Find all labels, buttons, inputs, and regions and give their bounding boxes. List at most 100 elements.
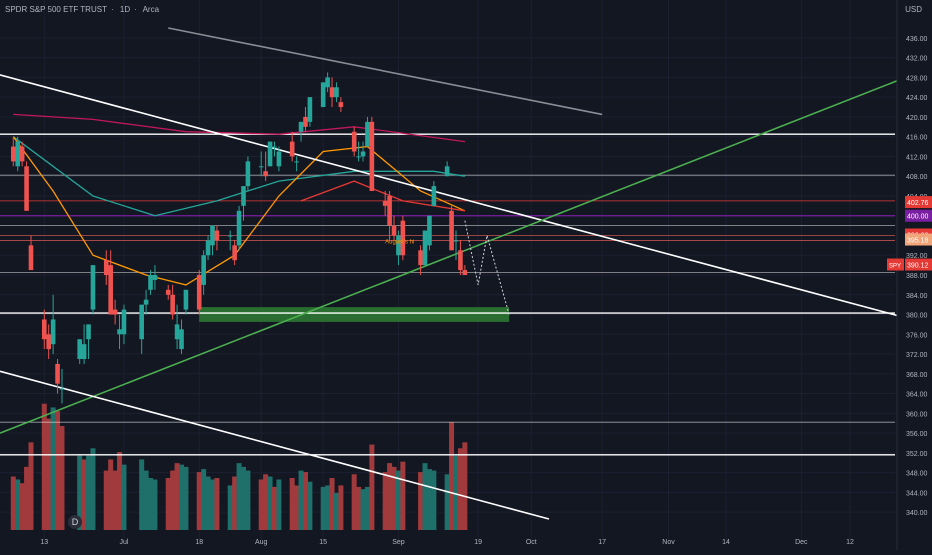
volume-bar (143, 470, 149, 530)
price-badge[interactable] (905, 233, 932, 246)
volume-bar (81, 459, 87, 530)
candle-body (103, 260, 109, 275)
volume-bar (227, 485, 233, 530)
candle-body (86, 324, 91, 340)
candle-body (444, 166, 450, 177)
price-badge-label: 402.76 (907, 200, 929, 207)
trendline[interactable] (0, 370, 550, 520)
volume-bar (232, 476, 238, 530)
volume-bar (387, 463, 393, 530)
price-badge[interactable] (905, 196, 932, 209)
price-badge[interactable] (905, 209, 932, 222)
price-axis[interactable]: 436.00 432.00 428.00 424.00 420.00 416.00 412.… (887, 0, 932, 550)
volume-bar (453, 455, 459, 530)
volume-bar (205, 476, 211, 530)
horizontal-levels[interactable] (0, 133, 895, 456)
candle-body (263, 171, 268, 177)
candle-body (422, 230, 428, 266)
time-tick-label: 14 (722, 539, 730, 546)
price-tick-label: 388.00 (906, 273, 928, 280)
price-tick-label: 380.00 (906, 313, 928, 320)
projection-path (464, 220, 510, 315)
price-tick-label: 432.00 (906, 56, 928, 63)
symbol-exchange: Arca (142, 5, 160, 14)
candle-body (232, 245, 237, 261)
candle-body (338, 102, 344, 108)
price-tick-label: 376.00 (906, 332, 928, 339)
candle-body (112, 309, 118, 315)
dividend-icon[interactable]: D (68, 515, 82, 529)
volume-bar (46, 418, 52, 530)
price-tick-label: 364.00 (906, 392, 928, 399)
symbol-interval: 1D (119, 5, 131, 14)
price-tick-label: 340.00 (906, 510, 928, 517)
candle-body (298, 121, 304, 132)
volume-bar (117, 452, 123, 530)
price-badge-label: 390.12 (907, 263, 929, 270)
time-tick-label: 18 (195, 539, 203, 546)
volume-bar (19, 483, 25, 530)
time-tick-label: 13 (40, 539, 48, 546)
candle-body (183, 289, 189, 310)
volume-bar (444, 474, 450, 530)
volume-bar (15, 479, 21, 530)
volume-bar (210, 479, 216, 530)
volume-bar (462, 442, 468, 530)
support-zone (199, 307, 510, 322)
volume-bar (121, 464, 127, 530)
candle-body (210, 225, 215, 246)
time-tick-label: Nov (662, 539, 675, 546)
time-tick-label: Jul (119, 539, 128, 546)
volume-bar (10, 476, 16, 530)
volume-bar (329, 478, 335, 530)
candle-body (320, 82, 326, 108)
candle-body (41, 319, 47, 340)
symbol-header[interactable]: SPDR S&P 500 ETF TRUST · 1D · Arca (5, 5, 163, 14)
candle-body (205, 240, 211, 256)
time-tick-label: 15 (319, 539, 327, 546)
candle-body (196, 275, 202, 310)
symbol-name: SPDR S&P 500 ETF TRUST (5, 5, 107, 14)
candle-body (28, 245, 34, 271)
volume-bar (196, 472, 202, 530)
candle-body (245, 161, 251, 187)
price-tick-label: 368.00 (906, 372, 928, 379)
candle-body (170, 294, 175, 315)
volume-bar (55, 411, 61, 530)
candle-body (387, 195, 392, 226)
candle-body (431, 186, 437, 206)
price-badge[interactable] (905, 258, 932, 271)
candle-body (400, 220, 406, 256)
time-tick-label: 19 (474, 539, 482, 546)
time-axis[interactable]: 13 Jul 18 Aug 15 Sep 19 Oct 17 Nov 14 Dec 12 (40, 539, 854, 546)
volume-bar (24, 466, 30, 530)
candle-body (179, 329, 184, 350)
price-tick-label: 416.00 (906, 135, 928, 142)
candle-body (15, 141, 21, 167)
volume-bar (170, 470, 176, 530)
candle-body (356, 156, 361, 158)
trendline[interactable] (0, 74, 913, 321)
volume-bar (422, 463, 428, 530)
price-tick-label: 344.00 (906, 490, 928, 497)
candle-body (449, 210, 454, 251)
candle-body (267, 141, 273, 167)
volume-bar (449, 422, 455, 530)
candle-body (77, 339, 82, 359)
price-tick-label: 384.00 (906, 293, 928, 300)
trendline[interactable] (168, 27, 603, 116)
candle-body (165, 289, 171, 295)
volume-bar (59, 426, 65, 530)
price-badge-label: 395.18 (907, 238, 929, 245)
moving-average-line (300, 180, 466, 212)
volume-bar (294, 485, 300, 530)
candle-body (24, 166, 29, 211)
volume-bar (356, 486, 362, 530)
price-badge-tag[interactable] (887, 258, 904, 271)
price-tick-label: 424.00 (906, 95, 928, 102)
volume-bar (245, 470, 251, 530)
volume-bar (289, 478, 295, 530)
volume-bar (418, 472, 424, 530)
